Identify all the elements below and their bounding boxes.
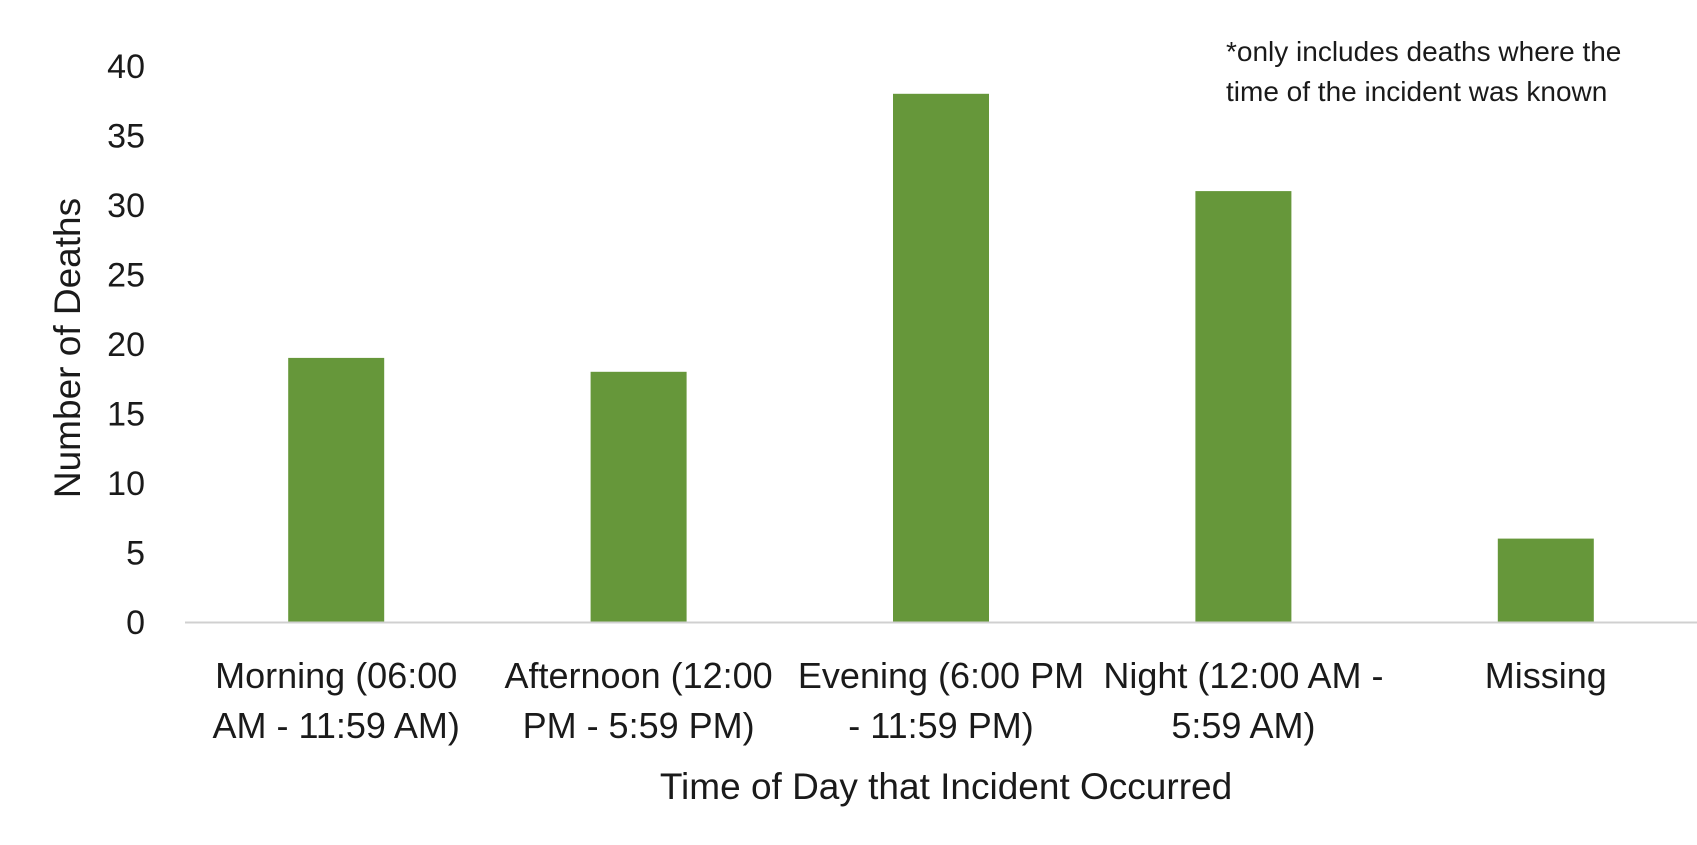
x-category-label-line: 5:59 AM) [1171,705,1315,746]
x-category-label-line: PM - 5:59 PM) [523,705,755,746]
y-tick-label: 10 [107,465,145,503]
bar [893,93,989,623]
y-tick-label: 35 [107,118,145,156]
bar [590,371,687,622]
x-category-label: Night (12:00 AM - 5:59 AM) [1103,655,1383,746]
x-category-label-line: Missing [1485,655,1607,696]
chart-note: *only includes deaths where the time of t… [1226,36,1621,107]
x-category-label-line: Morning (06:00 [215,655,457,696]
y-axis-ticks: 0 5 10 15 20 25 30 35 40 [107,48,145,642]
x-category-label: Missing [1485,655,1607,696]
y-tick-label: 20 [107,326,145,364]
y-axis-title: Number of Deaths [47,198,88,498]
chart-note-line: time of the incident was known [1226,76,1607,107]
x-category-label: Evening (6:00 PM - 11:59 PM) [798,655,1084,746]
x-category-label: Morning (06:00 AM - 11:59 AM) [212,655,459,746]
bar [288,357,385,622]
bars [288,93,1594,623]
y-tick-label: 25 [107,257,145,295]
bar [1497,538,1594,622]
y-tick-label: 30 [107,187,145,225]
x-category-label: Afternoon (12:00 PM - 5:59 PM) [504,655,772,746]
x-category-label-line: Afternoon (12:00 [504,655,772,696]
x-category-label-line: Evening (6:00 PM [798,655,1084,696]
x-axis-title: Time of Day that Incident Occurred [660,766,1232,807]
bar [1195,191,1292,622]
y-tick-label: 5 [126,535,145,573]
y-tick-label: 0 [126,604,145,642]
x-category-label-line: - 11:59 PM) [848,705,1033,746]
y-tick-label: 15 [107,396,145,434]
chart-note-line: *only includes deaths where the [1226,36,1621,67]
y-tick-label: 40 [107,48,145,86]
x-axis-categories: Morning (06:00 AM - 11:59 AM) Afternoon (1… [212,655,1606,746]
x-category-label-line: Night (12:00 AM - [1103,655,1383,696]
x-category-label-line: AM - 11:59 AM) [212,705,459,746]
